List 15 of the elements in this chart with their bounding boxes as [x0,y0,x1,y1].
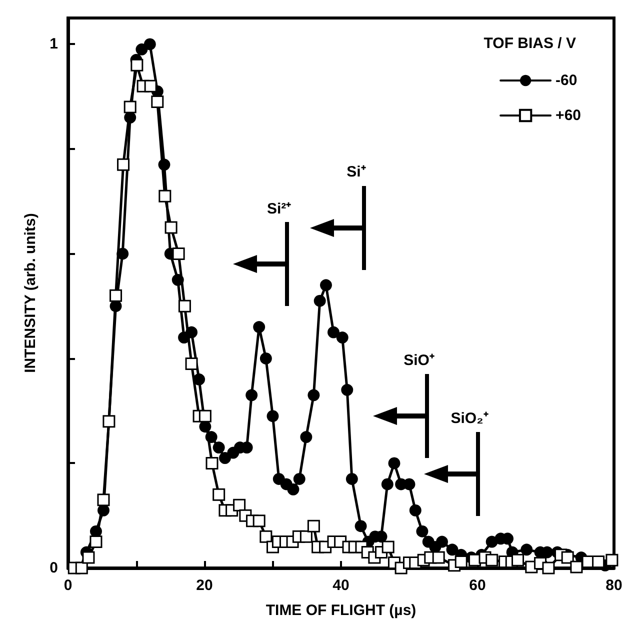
x-tick-label: 60 [469,577,486,594]
y-tick-label: 1 [50,36,58,53]
annotation: SiO⁺ [404,352,434,370]
x-tick-label: 80 [606,577,622,594]
x-axis-title: TIME OF FLIGHT (µs) [266,602,416,619]
annotation: SiO₂⁺ [450,410,488,427]
x-tick-label: 0 [64,577,72,594]
annotation: Si²⁺ [266,200,292,218]
x-tick-label: 40 [332,577,350,594]
legend-label: -60 [556,72,578,89]
y-axis-title: INTENSITY (arb. units) [22,213,39,373]
annotation: Si⁺ [346,164,366,181]
legend-title: TOF BIAS / V [484,35,576,52]
x-tick-label: 20 [196,577,213,594]
legend-label: +60 [556,107,582,124]
